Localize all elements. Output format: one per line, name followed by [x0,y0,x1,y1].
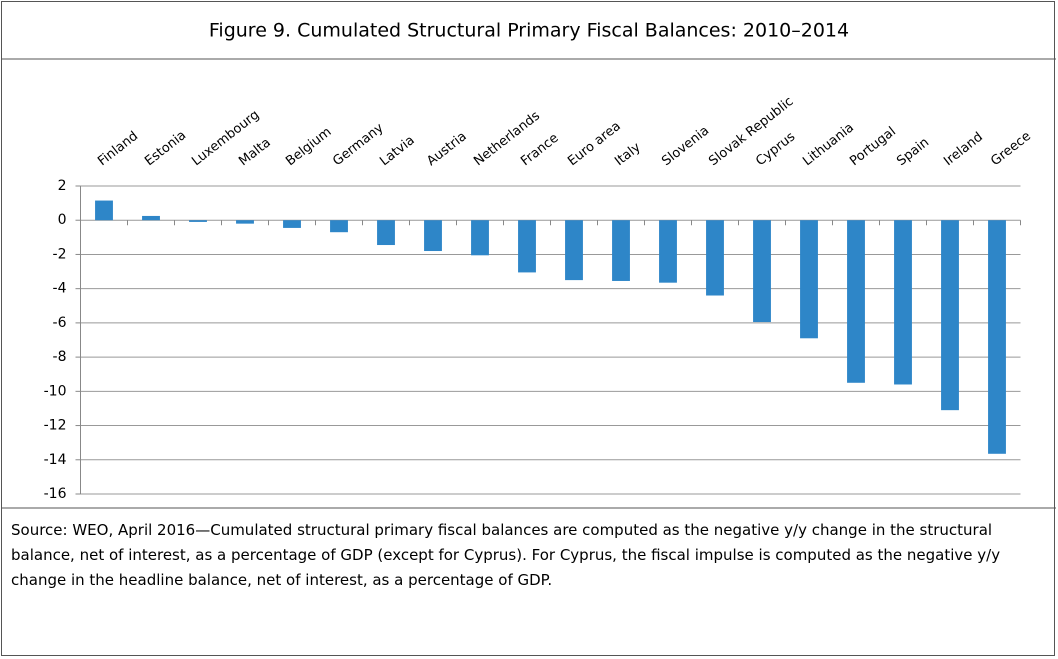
x-tick-label: Malta [236,135,273,169]
y-tick-label: -2 [53,246,67,262]
y-tick-label: 0 [58,212,67,228]
bar [800,220,818,339]
y-tick-label: -16 [44,486,67,502]
bar [471,220,489,256]
y-tick-label: -4 [53,281,67,297]
x-tick-label: Slovak Republic [706,94,796,169]
y-tick-label: -6 [53,315,67,331]
x-tick-label: Estonia [142,128,189,169]
source-note: Source: WEO, April 2016—Cumulated struct… [11,521,1001,589]
bar [753,220,771,323]
bar [706,220,724,296]
bar [988,220,1006,454]
bar [847,220,865,383]
bar [189,220,207,222]
bar [659,220,677,283]
x-tick-label: Spain [894,135,932,169]
x-tick-label: France [518,131,561,169]
bar [518,220,536,273]
x-tick-label: Cyprus [753,129,798,169]
y-tick-label: 2 [58,178,67,194]
x-tick-label: Lithuania [800,120,857,169]
bar [612,220,630,281]
y-tick-label: -14 [44,452,67,468]
x-tick-label: Germany [330,120,387,169]
x-tick-label: Finland [95,129,141,169]
bar [894,220,912,385]
bar [142,215,160,221]
x-tick-label: Ireland [941,130,986,170]
bar [565,220,583,281]
bar [236,220,254,224]
bar [377,220,395,246]
x-tick-label: Latvia [377,133,417,169]
bar [424,220,442,252]
x-tick-label: Austria [424,129,469,169]
y-tick-label: -8 [53,349,67,365]
x-tick-label: Slovenia [659,123,712,169]
bar [283,220,301,228]
bar [330,220,348,233]
y-tick-label: -12 [44,418,67,434]
x-tick-label: Belgium [283,125,334,170]
x-tick-label: Italy [612,140,644,169]
chart-title: Figure 9. Cumulated Structural Primary F… [209,20,849,42]
bar [941,220,959,411]
x-tick-label: Greece [988,129,1034,169]
bar [95,200,113,221]
y-tick-label: -10 [44,383,67,399]
